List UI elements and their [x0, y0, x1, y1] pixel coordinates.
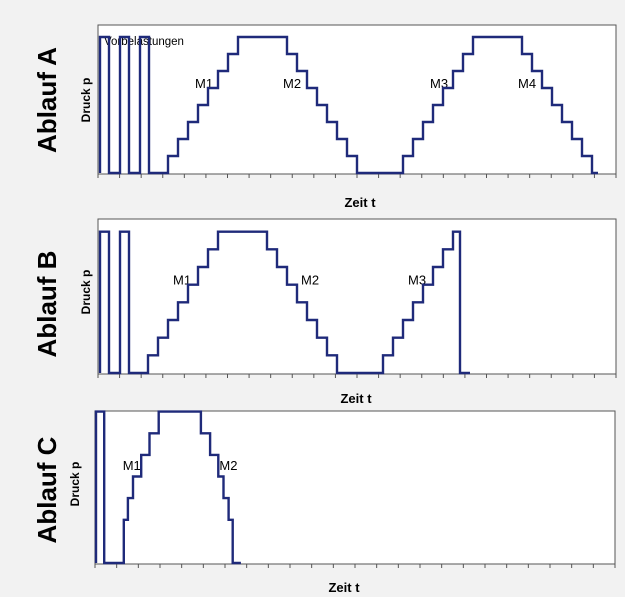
panel-label-c: Ablauf C — [32, 436, 62, 543]
annotation-m2: M2 — [283, 76, 301, 91]
annotation-m1: M1 — [123, 458, 141, 473]
xlabel-a: Zeit t — [344, 195, 376, 210]
ylabel-c: Druck p — [68, 462, 82, 507]
xlabel-b: Zeit t — [340, 391, 372, 406]
series-line-b — [98, 230, 470, 375]
ticks-a — [97, 174, 617, 178]
plot-frame-b — [97, 218, 617, 375]
xlabel-c: Zeit t — [328, 580, 360, 595]
plot-frame-a — [97, 24, 617, 175]
annotation-m3: M3 — [408, 273, 426, 288]
ticks-b — [97, 374, 617, 378]
annotations-c: M1 M2 — [123, 458, 238, 473]
panel-ablauf-a: Ablauf A Druck p Vorbelastungen M1 M2 M3 M4… — [32, 24, 617, 210]
series-line-c — [94, 410, 241, 565]
annotation-m2: M2 — [301, 273, 319, 288]
annotation-m1: M1 — [173, 273, 191, 288]
panel-ablauf-b: Ablauf B Druck p M1 M2 M3 Zeit t — [32, 218, 617, 406]
panel-label-a: Ablauf A — [32, 47, 62, 153]
ticks-c — [94, 564, 616, 568]
plot-frame-c — [94, 410, 616, 565]
series-line-a — [98, 35, 598, 175]
annotation-vorbelastungen: Vorbelastungen — [104, 36, 184, 48]
panel-ablauf-c: Ablauf C Druck p M1 M2 Zeit t — [32, 410, 616, 595]
ylabel-a: Druck p — [79, 78, 93, 123]
annotations-b: M1 M2 M3 — [173, 273, 426, 288]
annotation-m2: M2 — [219, 458, 237, 473]
panel-label-b: Ablauf B — [32, 251, 62, 358]
annotation-m4: M4 — [518, 76, 536, 91]
ylabel-b: Druck p — [79, 270, 93, 315]
